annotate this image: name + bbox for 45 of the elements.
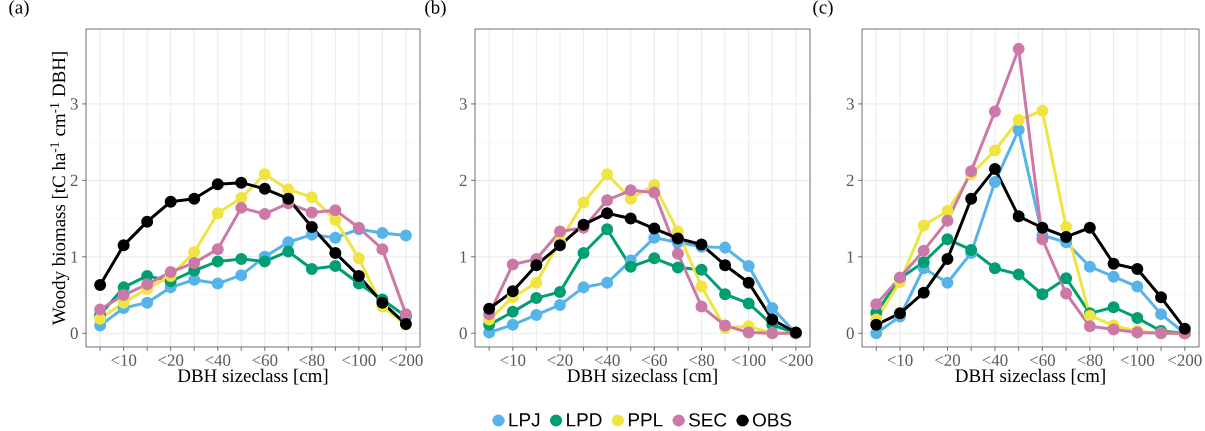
chart-title: (a) (9, 0, 29, 18)
legend-label: OBS (752, 413, 792, 427)
x-tick-label: <200 (1168, 354, 1202, 366)
x-tick-label: <10 (887, 354, 913, 366)
x-tick-label: <60 (252, 354, 278, 366)
x-tick-label: <20 (158, 354, 184, 366)
x-tick-label: <200 (389, 354, 423, 366)
y-tick-label: 1 (460, 251, 467, 263)
y-tick-label: 1 (847, 251, 854, 263)
y-tick-label: 2 (70, 174, 78, 186)
x-tick-label: <80 (1077, 354, 1103, 366)
x-tick-label: <40 (982, 354, 1008, 366)
x-tick-label: <10 (111, 354, 137, 366)
legend-label: SEC (689, 413, 727, 427)
y-tick-label: 3 (70, 98, 78, 110)
x-axis-title: DBH sizeclass [cm] (567, 368, 717, 385)
y-axis-title: Woody biomass [tC ha$^{-1}$ cm$^{-1}$ DBH] (50, 52, 70, 326)
y-tick-label: 0 (70, 327, 78, 339)
x-tick-label: <10 (500, 354, 526, 366)
x-tick-label: <40 (594, 354, 620, 366)
x-tick-label: <60 (1029, 354, 1055, 366)
x-tick-label: <20 (547, 354, 573, 366)
x-tick-label: <60 (641, 354, 667, 366)
x-tick-label: <80 (689, 354, 715, 366)
x-tick-label: <80 (299, 354, 325, 366)
x-axis-title: DBH sizeclass [cm] (177, 368, 328, 385)
x-tick-label: <100 (342, 354, 376, 366)
legend-label: LPJ (509, 413, 540, 427)
x-tick-label: <100 (732, 354, 766, 366)
y-tick-label: 3 (459, 98, 467, 110)
chart-title: (b) (425, 0, 446, 18)
legend-label: PPL (628, 413, 663, 427)
y-tick-label: 0 (459, 327, 467, 339)
x-tick-label: <100 (1120, 354, 1155, 366)
y-tick-label: 0 (846, 327, 854, 339)
x-tick-label: <200 (779, 354, 813, 366)
y-tick-label: 1 (71, 251, 78, 263)
y-tick-label: 3 (846, 98, 854, 110)
x-axis-title: DBH sizeclass [cm] (955, 368, 1105, 385)
y-tick-label: 2 (846, 174, 854, 186)
x-tick-label: <40 (205, 354, 231, 366)
legend-label: LPD (567, 413, 602, 427)
y-tick-label: 2 (459, 174, 467, 186)
chart-title: (c) (813, 0, 833, 18)
x-tick-label: <20 (935, 354, 961, 366)
